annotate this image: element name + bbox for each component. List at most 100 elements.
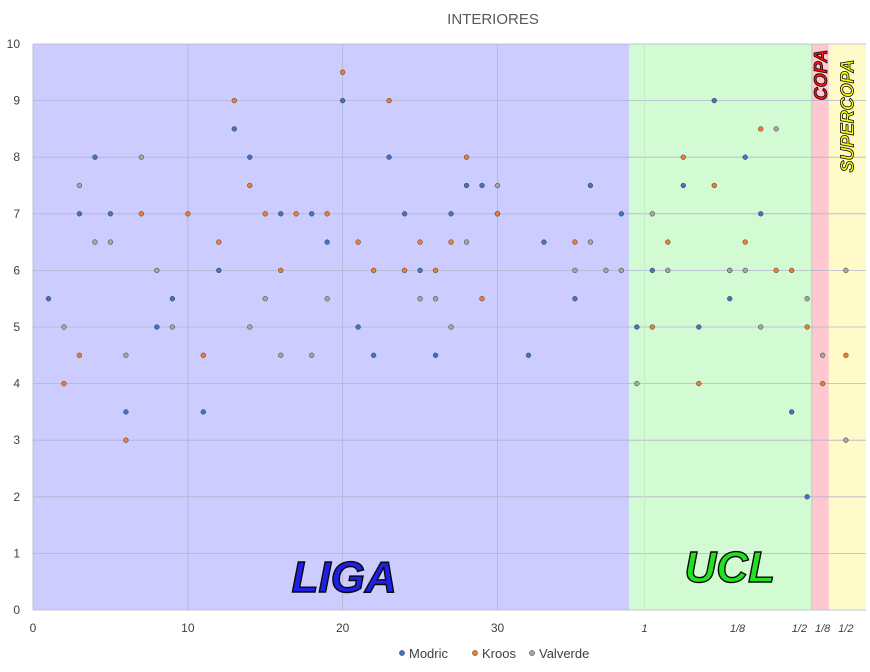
data-point-kroos xyxy=(185,211,191,217)
y-tick-label: 0 xyxy=(13,603,20,617)
data-point-kroos xyxy=(843,352,849,358)
data-point-valverde xyxy=(309,352,315,358)
chart-title: INTERIORES xyxy=(447,11,539,28)
data-point-modric xyxy=(154,324,160,330)
data-point-valverde xyxy=(819,352,826,358)
data-point-modric xyxy=(804,494,810,500)
data-point-valverde xyxy=(154,267,160,274)
data-point-modric xyxy=(618,211,625,217)
data-point-kroos xyxy=(123,437,129,443)
legend-marker-modric xyxy=(399,650,405,656)
data-point-modric xyxy=(634,324,640,330)
data-point-kroos xyxy=(247,182,253,189)
y-tick-label: 1 xyxy=(13,546,20,560)
y-tick-label: 5 xyxy=(13,320,20,334)
round-label: 1/8 xyxy=(815,623,831,635)
y-tick-label: 3 xyxy=(13,433,20,447)
data-point-valverde xyxy=(463,239,470,245)
y-tick-label: 10 xyxy=(7,37,21,51)
legend-label-kroos: Kroos xyxy=(482,646,516,661)
round-label: 1/8 xyxy=(730,623,746,635)
data-point-modric xyxy=(432,352,439,358)
data-point-valverde xyxy=(758,324,764,330)
data-point-valverde xyxy=(262,296,268,302)
data-point-kroos xyxy=(262,211,268,217)
data-point-kroos xyxy=(386,97,392,104)
data-point-modric xyxy=(324,239,330,245)
data-point-modric xyxy=(386,154,392,160)
x-tick-label: 20 xyxy=(336,621,350,635)
data-point-kroos xyxy=(340,69,346,75)
data-point-kroos xyxy=(479,296,485,302)
region-label-copa: COPA xyxy=(811,50,831,101)
data-point-modric xyxy=(92,154,98,160)
data-point-kroos xyxy=(819,380,826,387)
data-point-kroos xyxy=(324,211,330,217)
data-point-modric xyxy=(216,267,222,274)
region-label-ucl: UCL xyxy=(685,543,775,592)
data-point-modric xyxy=(742,154,748,160)
data-point-valverde xyxy=(649,211,655,217)
data-point-valverde xyxy=(278,352,284,358)
data-point-modric xyxy=(525,352,532,358)
data-point-valverde xyxy=(76,182,83,189)
region-label-supercopa: SUPERCOPA xyxy=(837,60,857,173)
data-point-valverde xyxy=(138,154,145,160)
data-point-valverde xyxy=(804,296,810,302)
data-point-kroos xyxy=(773,267,779,274)
data-point-kroos xyxy=(370,267,377,274)
data-point-valverde xyxy=(92,239,98,245)
round-label: 1 xyxy=(642,623,648,635)
data-point-kroos xyxy=(355,239,361,245)
data-point-modric xyxy=(572,296,578,302)
data-point-modric xyxy=(123,409,129,415)
data-point-kroos xyxy=(448,239,454,245)
data-point-valverde xyxy=(169,324,175,330)
data-point-modric xyxy=(340,97,346,104)
data-point-modric xyxy=(680,182,686,189)
x-tick-label: 0 xyxy=(30,621,37,635)
data-point-kroos xyxy=(696,380,702,387)
data-point-modric xyxy=(727,296,733,302)
data-point-kroos xyxy=(804,324,810,330)
data-point-modric xyxy=(541,239,547,245)
data-point-kroos xyxy=(432,267,439,274)
data-point-valverde xyxy=(494,182,501,189)
data-point-modric xyxy=(231,126,237,132)
data-point-valverde xyxy=(587,239,594,245)
x-tick-label: 30 xyxy=(491,621,505,635)
y-tick-label: 6 xyxy=(13,263,20,277)
data-point-modric xyxy=(401,211,408,217)
data-point-valverde xyxy=(448,324,454,330)
data-point-modric xyxy=(789,409,795,415)
data-point-modric xyxy=(169,296,175,302)
legend-marker-valverde xyxy=(529,650,535,656)
y-tick-label: 9 xyxy=(13,94,20,108)
data-point-modric xyxy=(45,296,52,302)
data-point-modric xyxy=(587,182,594,189)
x-tick-label: 10 xyxy=(181,621,195,635)
data-point-kroos xyxy=(401,267,408,274)
data-point-modric xyxy=(696,324,702,330)
data-point-modric xyxy=(76,211,83,217)
data-point-modric xyxy=(417,267,423,274)
legend: Modric Kroos Valverde xyxy=(399,646,589,661)
region-label-liga: LIGA xyxy=(292,553,397,602)
data-point-modric xyxy=(758,211,764,217)
y-axis-tick-labels: 0 1 2 3 4 5 6 7 8 9 10 xyxy=(7,37,21,617)
round-labels: 1 1/8 1/2 1/8 1/2 xyxy=(642,623,854,635)
data-point-kroos xyxy=(665,239,671,245)
data-point-modric xyxy=(711,97,717,104)
data-point-valverde xyxy=(61,324,67,330)
data-point-valverde xyxy=(773,126,779,132)
data-point-kroos xyxy=(789,267,795,274)
data-point-kroos xyxy=(293,211,299,217)
legend-marker-kroos xyxy=(472,650,478,656)
data-point-kroos xyxy=(216,239,222,245)
data-point-kroos xyxy=(61,380,67,387)
data-point-valverde xyxy=(572,267,578,274)
data-point-modric xyxy=(370,352,377,358)
data-point-valverde xyxy=(107,239,114,245)
data-point-modric xyxy=(355,324,361,330)
data-point-valverde xyxy=(247,324,253,330)
